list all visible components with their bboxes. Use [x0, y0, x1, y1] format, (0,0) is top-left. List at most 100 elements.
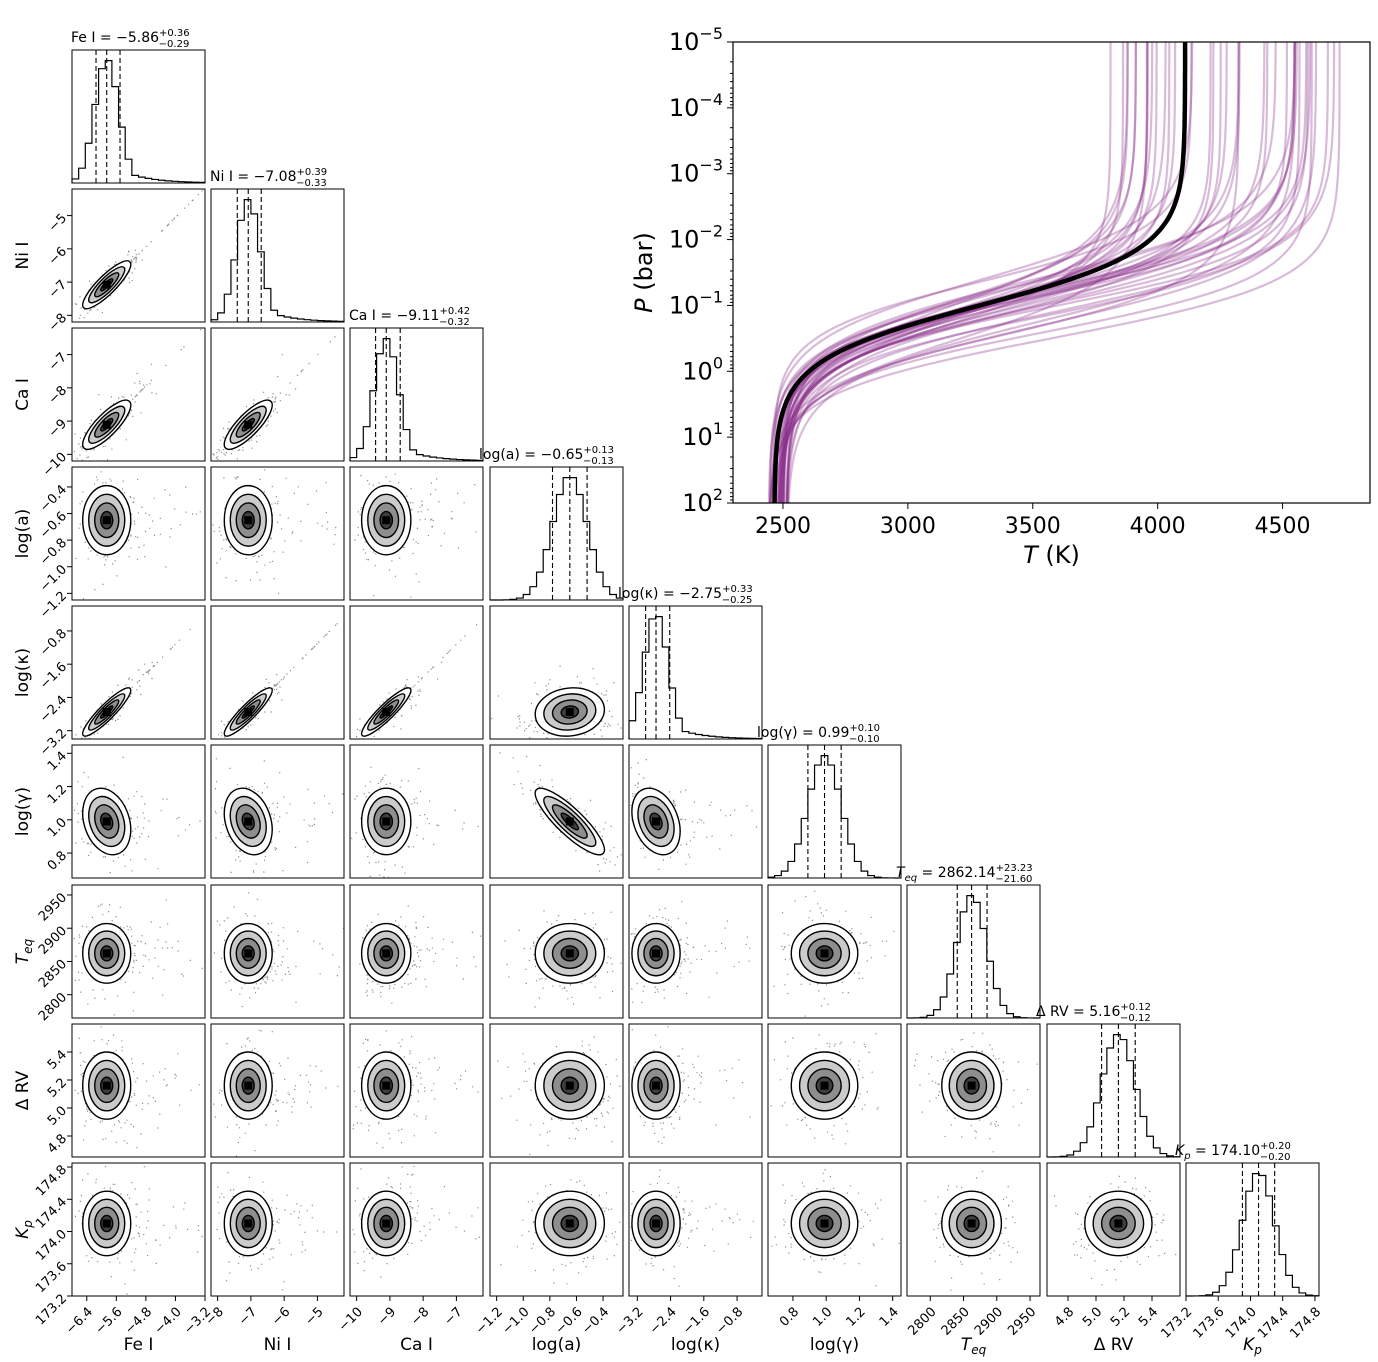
y-tick-label: 5.2 [45, 1075, 70, 1100]
density-peak [102, 420, 111, 429]
panel-frame [210, 327, 345, 462]
x-axis-label-FeI: Fe I [124, 1335, 154, 1355]
x-tick-label: −7 [236, 1305, 260, 1329]
x-axis-FeI: −6.4−5.6−4.8−4.0−3.2Fe I [63, 1296, 214, 1355]
density-peak [382, 516, 391, 525]
histogram-step-FeI [71, 60, 206, 183]
panel-frame [489, 466, 624, 601]
scatter-panel-Teq-vs-logg [767, 884, 902, 1019]
density-peak [565, 949, 574, 958]
x-tick-label: 2800 [906, 1305, 940, 1339]
panel-frame [210, 605, 345, 740]
panel-frame [210, 1023, 345, 1158]
scatter-panel-CaI-vs-FeI [71, 327, 206, 462]
panel-frame [71, 466, 206, 601]
panel-title-NiI: Ni I = −7.08+0.39 −0.33 [210, 167, 327, 189]
scatter-panel-Kp-vs-logg [767, 1162, 902, 1297]
density-peak [102, 949, 111, 958]
scatter-points [75, 190, 203, 319]
x-tick-label: −0.4 [579, 1305, 612, 1338]
x-tick-label: 173.6 [1191, 1305, 1228, 1342]
sample-profile [782, 42, 1215, 503]
y-tick-label: −0.8 [37, 536, 70, 569]
x-axis-label-dRV: Δ RV [1094, 1335, 1134, 1355]
density-peak [382, 817, 391, 826]
panel-frame [210, 1162, 345, 1297]
scatter-panel-Teq-vs-logk [628, 884, 763, 1019]
scatter-panel-Teq-vs-loga [489, 884, 624, 1019]
sample-profile [781, 42, 1296, 504]
scatter-points [218, 623, 338, 738]
x-tick-label: −3.2 [614, 1305, 647, 1338]
panel-frame [906, 884, 1041, 1019]
density-peak [244, 707, 253, 716]
panel-frame [71, 327, 206, 462]
x-tick-label: −7 [441, 1305, 465, 1329]
x-tick-label: 1.2 [843, 1305, 868, 1330]
density-peak [102, 516, 111, 525]
x-tick-label: −2.4 [647, 1305, 680, 1338]
panel-frame [628, 744, 763, 879]
panel-title-Teq: Teq = 2862.14+23.23 −21.60 [896, 863, 1033, 885]
panel-frame [349, 1162, 484, 1297]
y-axis-label-dRV: Δ RV [13, 1070, 33, 1110]
sample-profile [779, 42, 1167, 504]
scatter-panel-Teq-vs-FeI [71, 884, 206, 1019]
panel-frame [71, 1162, 206, 1297]
density-peak [102, 1219, 111, 1228]
x-tick-label: 4500 [1255, 514, 1311, 539]
sample-profile [785, 42, 1309, 504]
density-peak [652, 817, 661, 826]
scatter-panel-logk-vs-loga [489, 605, 624, 740]
histogram-Teq: Teq = 2862.14+23.23 −21.60 [896, 863, 1041, 1019]
y-tick-label: 173.6 [33, 1259, 70, 1296]
sample-profile [786, 42, 1137, 503]
scatter-panel-Teq-vs-CaI [349, 884, 484, 1019]
x-axis-label-loga: log(a) [532, 1335, 582, 1355]
x-tick-label: 5.0 [1080, 1305, 1105, 1330]
panel-frame [71, 49, 206, 184]
y-axis-dRV: 5.4 5.2 5.0 4.8 Δ RV [13, 1047, 72, 1157]
scatter-panel-logg-vs-logk [628, 744, 763, 879]
density-peak [244, 516, 253, 525]
y-tick-label: −6 [46, 244, 70, 268]
density-peak [565, 707, 574, 716]
y-tick-label: 174.0 [33, 1227, 70, 1264]
density-peak [244, 949, 253, 958]
y-tick-label: −1.2 [37, 589, 70, 622]
x-axis-label-logg: log(γ) [810, 1335, 859, 1355]
x-tick-label: 4000 [1130, 514, 1186, 539]
x-tick-label: 0.8 [777, 1305, 802, 1330]
scatter-panel-dRV-vs-CaI [349, 1023, 484, 1158]
histogram-step-loga [489, 477, 624, 601]
y-tick-label: 10−5 [669, 24, 723, 56]
x-axis-label-Kp: Kp [1243, 1335, 1262, 1357]
sample-profile [780, 42, 1228, 504]
y-tick-label: 10−1 [669, 287, 723, 319]
scatter-panel-Kp-vs-loga [489, 1162, 624, 1297]
y-tick-label: 100 [682, 353, 723, 385]
histogram-CaI: Ca I = −9.11+0.42 −0.32 [349, 306, 484, 462]
scatter-panel-dRV-vs-FeI [71, 1023, 206, 1158]
panel-frame [489, 1162, 624, 1297]
density-peak [382, 949, 391, 958]
scatter-panel-CaI-vs-NiI [210, 327, 345, 462]
panel-frame [767, 1023, 902, 1158]
x-tick-label: −1.2 [473, 1305, 506, 1338]
y-axis-loga: −0.4−0.6−0.8−1.0−1.2 log(a) [13, 482, 72, 622]
panel-frame [767, 744, 902, 879]
histogram-FeI: Fe I = −5.86+0.36 −0.29 [71, 28, 206, 184]
sample-profile [785, 42, 1240, 503]
histogram-step-Teq [906, 895, 1041, 1019]
scatter-panel-logg-vs-FeI [71, 744, 206, 879]
panel-frame [349, 884, 484, 1019]
x-tick-label: 1.0 [810, 1305, 835, 1330]
y-tick-label: 174.4 [33, 1195, 70, 1232]
x-tick-label: −4.8 [122, 1305, 155, 1338]
x-tick-label: −6 [269, 1305, 293, 1329]
y-tick-label: 10−3 [669, 156, 723, 188]
